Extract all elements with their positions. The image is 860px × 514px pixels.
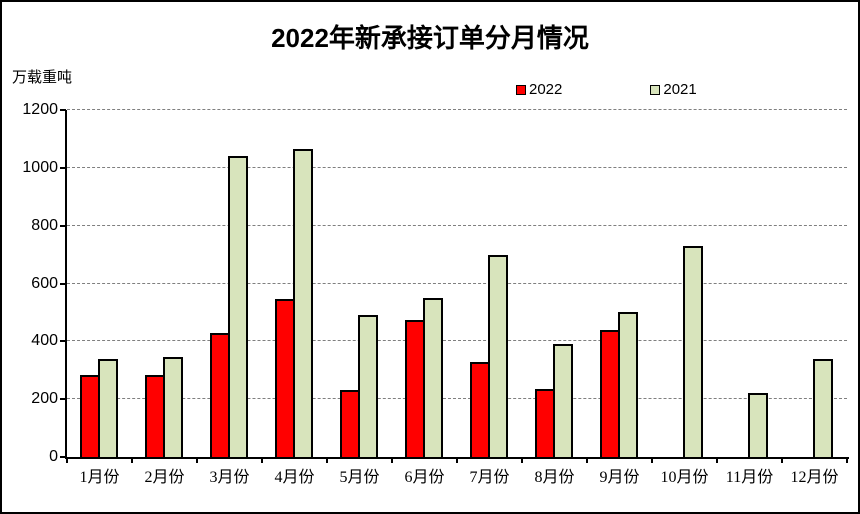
x-axis-tick-mark — [391, 457, 393, 463]
x-axis-tick-mark — [846, 457, 848, 463]
x-axis-tick-mark — [456, 457, 458, 463]
gridline-800 — [67, 224, 847, 226]
x-axis-tick-mark — [66, 457, 68, 463]
y-axis-tick-label: 1200 — [22, 101, 58, 118]
x-axis-tick-mark — [586, 457, 588, 463]
gridline-1000 — [67, 166, 847, 168]
y-axis-tick-mark — [60, 398, 66, 401]
bar-2022-3月份 — [210, 332, 230, 459]
gridline-600 — [67, 282, 847, 284]
y-axis-tick-mark — [60, 282, 66, 285]
x-axis-tick-label: 12月份 — [790, 469, 839, 486]
x-axis-tick-mark — [261, 457, 263, 463]
x-axis-tick-label: 9月份 — [599, 469, 640, 486]
x-axis-tick-label: 6月份 — [404, 469, 445, 486]
y-axis-tick-mark — [60, 166, 66, 169]
gridline-1200 — [67, 109, 847, 110]
legend-item-2022: 2022 — [516, 81, 562, 98]
y-axis-tick-mark — [60, 109, 66, 111]
bar-2021-2月份 — [163, 357, 183, 459]
bar-2021-12月份 — [813, 358, 833, 459]
bar-2021-4月份 — [293, 149, 313, 459]
y-axis-tick-label: 600 — [31, 274, 58, 292]
y-axis-tick-label: 800 — [31, 216, 58, 234]
x-axis-tick-label: 11月份 — [725, 469, 774, 486]
bar-2022-2月份 — [145, 374, 165, 459]
bar-2021-6月份 — [423, 297, 443, 459]
legend-swatch-icon — [650, 84, 661, 95]
x-axis-tick-label: 5月份 — [339, 469, 380, 486]
bar-2021-1月份 — [98, 358, 118, 459]
chart-title: 2022年新承接订单分月情况 — [271, 23, 589, 53]
legend: 2022 2021 — [516, 81, 697, 98]
x-axis-tick-label: 2月份 — [144, 469, 185, 486]
y-axis-tick-mark — [60, 340, 66, 343]
y-axis-unit-label: 万载重吨 — [12, 69, 73, 86]
gridline-400 — [67, 340, 847, 342]
x-axis-tick-label: 7月份 — [469, 469, 510, 486]
bar-2022-7月份 — [470, 361, 490, 459]
x-axis-tick-mark — [131, 457, 133, 463]
bar-2021-8月份 — [553, 344, 573, 459]
x-axis-tick-mark — [781, 457, 783, 463]
y-axis-tick-mark — [60, 456, 66, 458]
x-axis-tick-mark — [651, 457, 653, 463]
legend-label: 2021 — [663, 81, 697, 98]
y-axis-tick-label: 1000 — [22, 158, 58, 176]
bar-2022-9月份 — [600, 329, 620, 459]
bar-2022-4月份 — [275, 299, 295, 459]
bar-2021-9月份 — [618, 312, 638, 459]
x-axis-tick-label: 4月份 — [274, 469, 315, 486]
bar-2021-10月份 — [683, 245, 703, 459]
y-axis-tick-label: 0 — [49, 448, 58, 465]
bar-2021-11月份 — [748, 393, 768, 459]
x-axis-tick-mark — [521, 457, 523, 463]
bar-2022-8月份 — [535, 389, 555, 459]
y-axis-tick-mark — [60, 224, 66, 227]
x-axis-tick-label: 1月份 — [79, 469, 120, 486]
x-axis-tick-label: 3月份 — [209, 469, 250, 486]
legend-item-2021: 2021 — [650, 81, 697, 98]
bar-2021-7月份 — [488, 254, 508, 459]
x-axis-tick-label: 8月份 — [534, 469, 575, 486]
bar-2021-3月份 — [228, 156, 248, 459]
gridline-200 — [67, 398, 847, 400]
x-axis-tick-mark — [326, 457, 328, 463]
bar-2022-5月份 — [340, 390, 360, 459]
bar-2022-1月份 — [80, 374, 100, 459]
bar-2022-6月份 — [405, 319, 425, 459]
x-axis-tick-mark — [196, 457, 198, 463]
y-axis-tick-label: 200 — [31, 390, 58, 408]
legend-swatch-icon — [516, 84, 526, 95]
bar-2021-5月份 — [358, 315, 378, 459]
y-axis-tick-label: 400 — [31, 332, 58, 350]
x-axis-tick-mark — [716, 457, 718, 463]
x-axis-tick-label: 10月份 — [660, 469, 709, 486]
legend-label: 2022 — [529, 81, 563, 98]
